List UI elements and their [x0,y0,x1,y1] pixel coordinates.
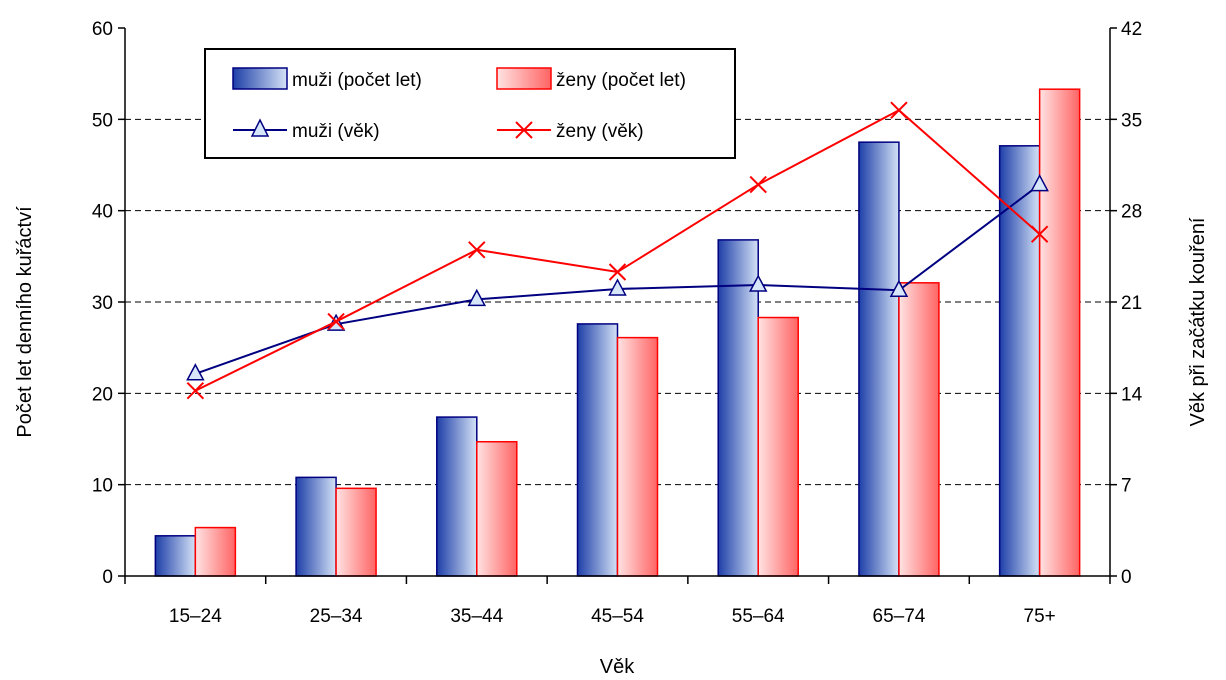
legend-label-zeny-vek: ženy (věk) [556,121,644,142]
y2-tick-label-7: 7 [1121,476,1132,497]
bar-zeny-pocet-let-45-54 [616,336,659,577]
y-tick-label-40: 40 [92,202,113,223]
y2-axis-title: Věk při začátku kouření [1187,217,1209,426]
x-tick-label-15-24: 15–24 [169,606,222,627]
point-zeny-vek-75 [1030,225,1049,243]
y-tick-label-30: 30 [92,293,113,314]
y2-tick-label-14: 14 [1121,384,1143,405]
bar-muzi-pocet-let-45-54 [576,323,619,577]
bar-muzi-pocet-let-65-74 [858,141,900,577]
point-zeny-vek-55-64 [749,175,767,194]
bars [154,88,1081,577]
bar-muzi-pocet-let-25-34 [295,476,337,577]
x-tick-label-75: 75+ [1024,606,1056,627]
bar-muzi-pocet-let-15-24 [154,535,197,577]
bar-zeny-pocet-let-75 [1038,88,1081,577]
x-axis-title: Věk [600,656,635,678]
point-muzi-vek-75 [1030,173,1049,192]
legend-label-zeny-pocet: ženy (počet let) [556,70,686,91]
y-axis-title: Počet let denního kuřáctví [14,206,36,438]
bar-muzi-pocet-let-35-44 [436,416,478,577]
x-tick-label-55-64: 55–64 [732,606,785,627]
x-tick-label-35-44: 35–44 [450,606,503,627]
legend-swatch-zeny-pocet [496,67,552,90]
y-tick-label-60: 60 [92,19,113,40]
bar-muzi-pocet-let-55-64 [717,239,759,577]
y-tick-label-20: 20 [92,384,113,405]
legend-swatch-muzi-pocet [232,67,288,90]
y2-tick-label-35: 35 [1121,110,1142,131]
y-tick-label-50: 50 [92,110,113,131]
point-zeny-vek-15-24 [186,382,205,400]
x-tick-label-65-74: 65–74 [873,606,926,627]
legend-marker-zeny-vek [497,121,551,139]
point-zeny-vek-65-74 [890,101,908,119]
y2-tick-label-0: 0 [1121,567,1132,588]
point-zeny-vek-35-44 [468,241,486,259]
point-muzi-vek-55-64 [748,274,768,292]
point-zeny-vek-25-34 [327,312,345,331]
point-zeny-vek-45-54 [608,263,627,281]
legend-label-muzi-vek: muži (věk) [292,121,380,142]
y2-tick-label-42: 42 [1121,19,1142,40]
x-tick-label-25-34: 25–34 [310,606,363,627]
point-muzi-vek-15-24 [186,363,205,381]
bar-zeny-pocet-let-25-34 [335,487,377,577]
bar-zeny-pocet-let-35-44 [476,440,518,577]
legend-label-muzi-pocet: muži (počet let) [292,70,422,91]
point-muzi-vek-45-54 [608,278,627,296]
series-lines [186,101,1049,400]
legend-box [204,48,736,159]
legend-marker-muzi-vek [233,118,287,137]
x-tick-label-45-54: 45–54 [591,606,644,627]
y2-tick-label-28: 28 [1121,202,1142,223]
bar-zeny-pocet-let-55-64 [757,316,799,577]
point-muzi-vek-35-44 [467,288,487,307]
point-muzi-vek-65-74 [889,279,909,298]
y-tick-label-0: 0 [102,567,113,588]
axes [118,27,1117,584]
bar-zeny-pocet-let-15-24 [194,526,237,577]
legend: muži (počet let) ženy (počet let) muži (… [204,48,736,159]
y2-tick-label-21: 21 [1121,293,1142,314]
tick-labels: 0 10 20 30 40 50 60 0 7 14 21 28 35 42 15–24 25–34 35–44… [92,19,1143,627]
y-tick-label-10: 10 [92,476,113,497]
bar-zeny-pocet-let-65-74 [898,282,940,577]
